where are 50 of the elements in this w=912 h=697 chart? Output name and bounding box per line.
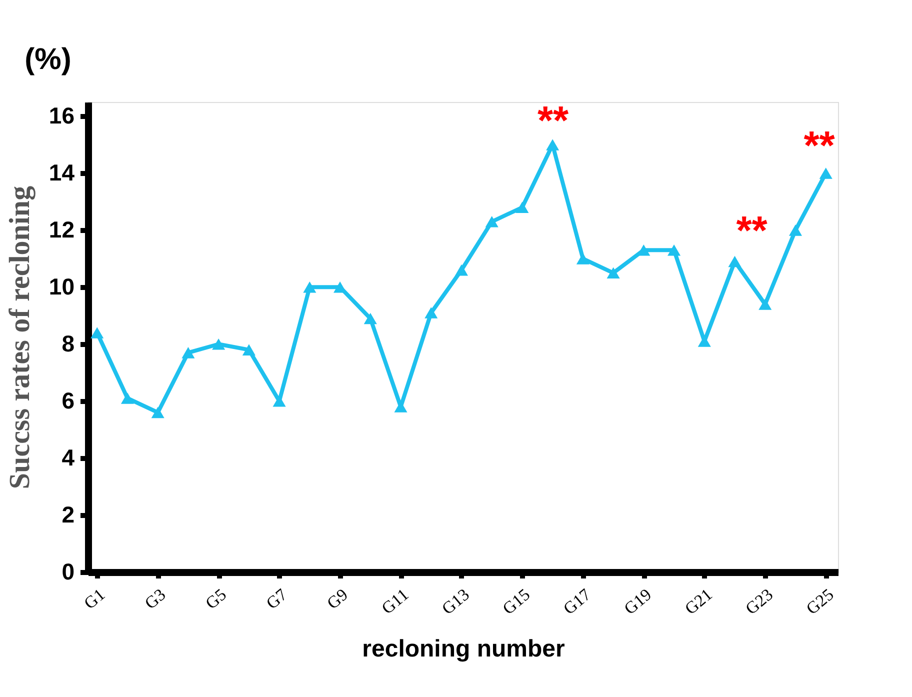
annotation: **: [537, 99, 569, 143]
point: [637, 244, 650, 256]
x-tick-label: G23: [742, 584, 777, 618]
text: (%): [24, 43, 72, 76]
point: [334, 282, 347, 293]
point: [516, 202, 529, 214]
point: [576, 253, 590, 264]
y-tick-label: 4: [62, 444, 75, 471]
point: [485, 216, 498, 228]
y-tick-label: 8: [62, 330, 75, 357]
point: [90, 327, 104, 338]
point: [788, 224, 802, 236]
point: [819, 168, 832, 179]
y-tick-label: 10: [48, 274, 74, 300]
x-tick-label: G13: [438, 584, 473, 618]
point: [668, 244, 681, 256]
point: [182, 347, 195, 358]
x-tick-label: G3: [141, 584, 170, 613]
point: [758, 298, 772, 310]
y-tick-label: 12: [48, 216, 74, 243]
x-tick-label: G25: [802, 584, 838, 618]
annotation: **: [804, 124, 836, 168]
y-tick-label: 6: [62, 388, 74, 414]
y-tick-label: 2: [62, 502, 74, 528]
point: [606, 267, 620, 279]
annotation: **: [736, 209, 768, 253]
point: [546, 139, 560, 150]
x-tick-label: G15: [498, 584, 534, 618]
point: [454, 264, 468, 276]
x-tick-label: G9: [323, 584, 352, 613]
y-axis-title: Succss rates of recloning: [4, 185, 36, 490]
x-tick-label: G17: [560, 584, 595, 618]
x-tick-label: G21: [681, 584, 716, 618]
point: [424, 307, 438, 318]
point: [242, 344, 256, 356]
x-tick-label: G11: [378, 584, 412, 618]
y-tick-label: 14: [48, 160, 75, 186]
y-tick-label: 0: [62, 558, 74, 584]
point: [303, 282, 316, 293]
point: [364, 312, 377, 324]
point: [212, 338, 226, 350]
point: [728, 256, 742, 268]
x-tick-label: G19: [620, 584, 656, 618]
x-tick-label: G1: [80, 584, 109, 613]
x-tick-label: G7: [262, 584, 292, 613]
x-tick-label: G5: [202, 584, 230, 613]
point: [151, 406, 164, 418]
x-axis-title: recloning number: [362, 636, 565, 663]
y-tick-label: 16: [48, 102, 74, 129]
point: [120, 392, 134, 404]
